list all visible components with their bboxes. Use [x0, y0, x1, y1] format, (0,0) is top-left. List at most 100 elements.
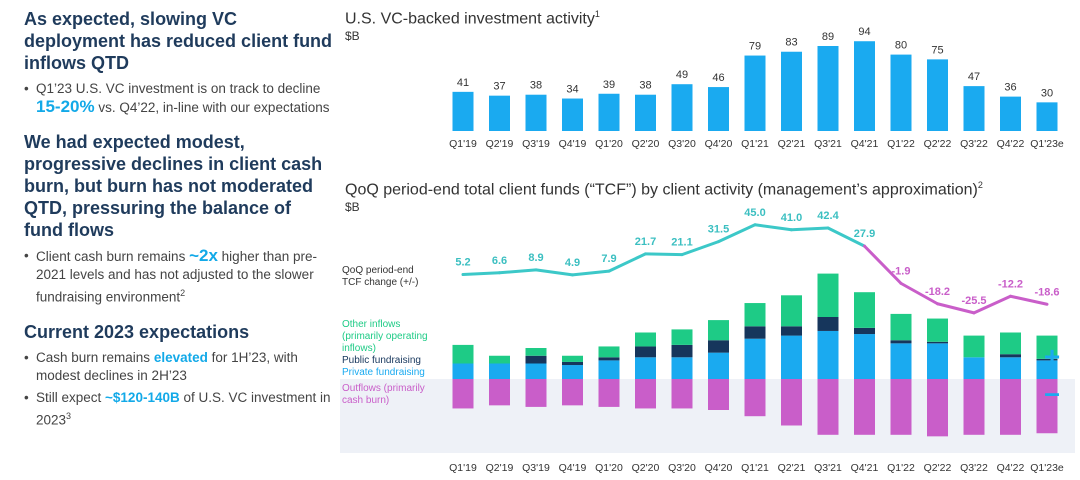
left-commentary: As expected, slowing VC deployment has r… — [24, 8, 334, 443]
vc-bar — [598, 93, 620, 131]
vc-bar — [927, 59, 948, 131]
private-fundraising-bar — [744, 338, 766, 379]
tcf-value-label: -18.2 — [925, 286, 950, 298]
section-2: We had expected modest, progressive decl… — [24, 131, 334, 307]
outflows-bar — [817, 379, 839, 435]
section-3: Current 2023 expectations Cash burn rema… — [24, 321, 334, 430]
legend-public-fundraising: Public fundraising — [342, 355, 421, 366]
vc-bar-label: 94 — [858, 26, 870, 38]
private-fundraising-bar — [1000, 357, 1021, 379]
x-tick-label: Q3'22 — [960, 462, 988, 474]
x-tick-label: Q2'22 — [924, 462, 952, 474]
tcf-legend-label: QoQ period-end TCF change (+/-) — [342, 265, 418, 288]
tcf-line-segment — [972, 294, 1012, 315]
vc-bar-label: 34 — [566, 84, 578, 96]
public-fundraising-bar — [562, 361, 583, 366]
vc-bar-label: 38 — [639, 80, 651, 92]
vc-bar-label: 39 — [603, 79, 615, 91]
vc-bar-label: 41 — [457, 77, 469, 89]
x-tick-label: Q3'20 — [668, 462, 696, 474]
tcf-line-segment — [753, 223, 793, 232]
public-fundraising-bar — [890, 340, 912, 344]
private-fundraising-bar — [489, 363, 510, 379]
other-inflows-bar — [781, 295, 802, 327]
other-inflows-bar — [890, 313, 912, 341]
private-fundraising-bar — [635, 357, 656, 379]
private-fundraising-bar — [708, 352, 729, 379]
chart2-unit: $B — [345, 200, 360, 214]
bullet-text: Cash burn remains — [36, 349, 154, 365]
vc-bar — [635, 94, 656, 131]
outflows-bar — [963, 379, 985, 435]
section-heading: We had expected modest, progressive decl… — [24, 132, 323, 240]
vc-bar — [452, 91, 474, 131]
tcf-line-segment — [680, 240, 720, 257]
public-fundraising-bar — [671, 344, 693, 358]
legend-outflows: Outflows (primarily cash burn) — [342, 383, 425, 406]
bullet-text: higher than pre-2021 levels and has not … — [36, 249, 317, 305]
tcf-line-segment — [534, 268, 574, 277]
outflows-bar — [927, 379, 948, 437]
outflows-bar — [671, 379, 693, 409]
public-fundraising-bar — [1036, 358, 1058, 361]
other-inflows-bar — [489, 355, 510, 364]
x-tick-label: Q1'22 — [887, 462, 915, 474]
other-inflows-bar — [708, 320, 729, 341]
outflows-bar — [854, 379, 875, 435]
vc-bar-label: 75 — [931, 44, 943, 56]
tcf-line-segment — [1009, 294, 1049, 306]
other-inflows-bar — [452, 344, 474, 364]
vc-bar-label: 36 — [1004, 82, 1016, 94]
vc-bar-label: 49 — [676, 69, 688, 81]
x-tick-label: Q1'21 — [741, 138, 769, 150]
x-tick-label: Q3'20 — [668, 138, 696, 150]
tcf-value-label: 41.0 — [781, 212, 802, 224]
x-tick-label: Q4'22 — [997, 462, 1025, 474]
footnote-marker: 1 — [594, 9, 600, 19]
chart2-title-text: QoQ period-end total client funds (“TCF”… — [345, 181, 978, 199]
x-tick-label: Q4'20 — [705, 462, 733, 474]
footnote-marker: 2 — [180, 288, 186, 298]
tcf-value-label: -25.5 — [961, 295, 986, 307]
public-fundraising-bar — [525, 355, 547, 364]
bullet-item: Client cash burn remains ~2x higher than… — [24, 247, 334, 307]
public-fundraising-bar — [708, 340, 729, 353]
tcf-value-label: 21.7 — [635, 236, 656, 248]
highlight-text: ~2x — [189, 246, 218, 265]
outflows-bar — [781, 379, 802, 426]
footnote-marker: 3 — [66, 410, 72, 421]
x-tick-label: Q2'20 — [632, 138, 660, 150]
public-fundraising-bar — [781, 326, 802, 336]
vc-bar-label: 89 — [822, 31, 834, 43]
public-fundraising-bar — [927, 341, 948, 344]
legend-other-inflows: Other inflows (primarily operating inflows… — [342, 319, 428, 354]
chart1-title-text: U.S. VC-backed investment activity — [345, 10, 595, 28]
vc-bar — [562, 98, 583, 131]
bullet-item: Q1’23 U.S. VC investment is on track to … — [24, 80, 334, 117]
private-fundraising-bar — [525, 363, 547, 379]
x-tick-label: Q1'19 — [449, 462, 477, 474]
public-fundraising-bar — [1000, 354, 1021, 358]
public-fundraising-bar — [744, 326, 766, 339]
vc-bar — [890, 54, 912, 131]
other-inflows-bar — [525, 348, 547, 356]
tcf-value-label: 21.1 — [671, 237, 692, 249]
vc-bar-label: 80 — [895, 40, 907, 52]
tcf-value-label: 6.6 — [492, 255, 507, 267]
tcf-line-segment — [607, 252, 647, 273]
tcf-value-label: -12.2 — [998, 278, 1023, 290]
tcf-line-segment — [644, 252, 684, 257]
x-tick-label: Q2'21 — [778, 138, 806, 150]
minus-sign: – — [1044, 377, 1060, 408]
tcf-line-segment — [863, 244, 903, 285]
vc-bar — [671, 84, 693, 131]
tcf-line-segment — [571, 269, 611, 277]
vc-bar-label: 79 — [749, 41, 761, 53]
outflows-bar — [635, 379, 656, 409]
bullet-list: Client cash burn remains ~2x higher than… — [24, 247, 334, 307]
tcf-line-segment — [826, 226, 866, 248]
bullet-text: vs. Q4’22, in-line with our expectations — [94, 100, 330, 115]
vc-bar-label: 83 — [785, 37, 797, 49]
private-fundraising-bar — [1036, 360, 1058, 379]
tcf-value-label: 8.9 — [528, 252, 543, 264]
